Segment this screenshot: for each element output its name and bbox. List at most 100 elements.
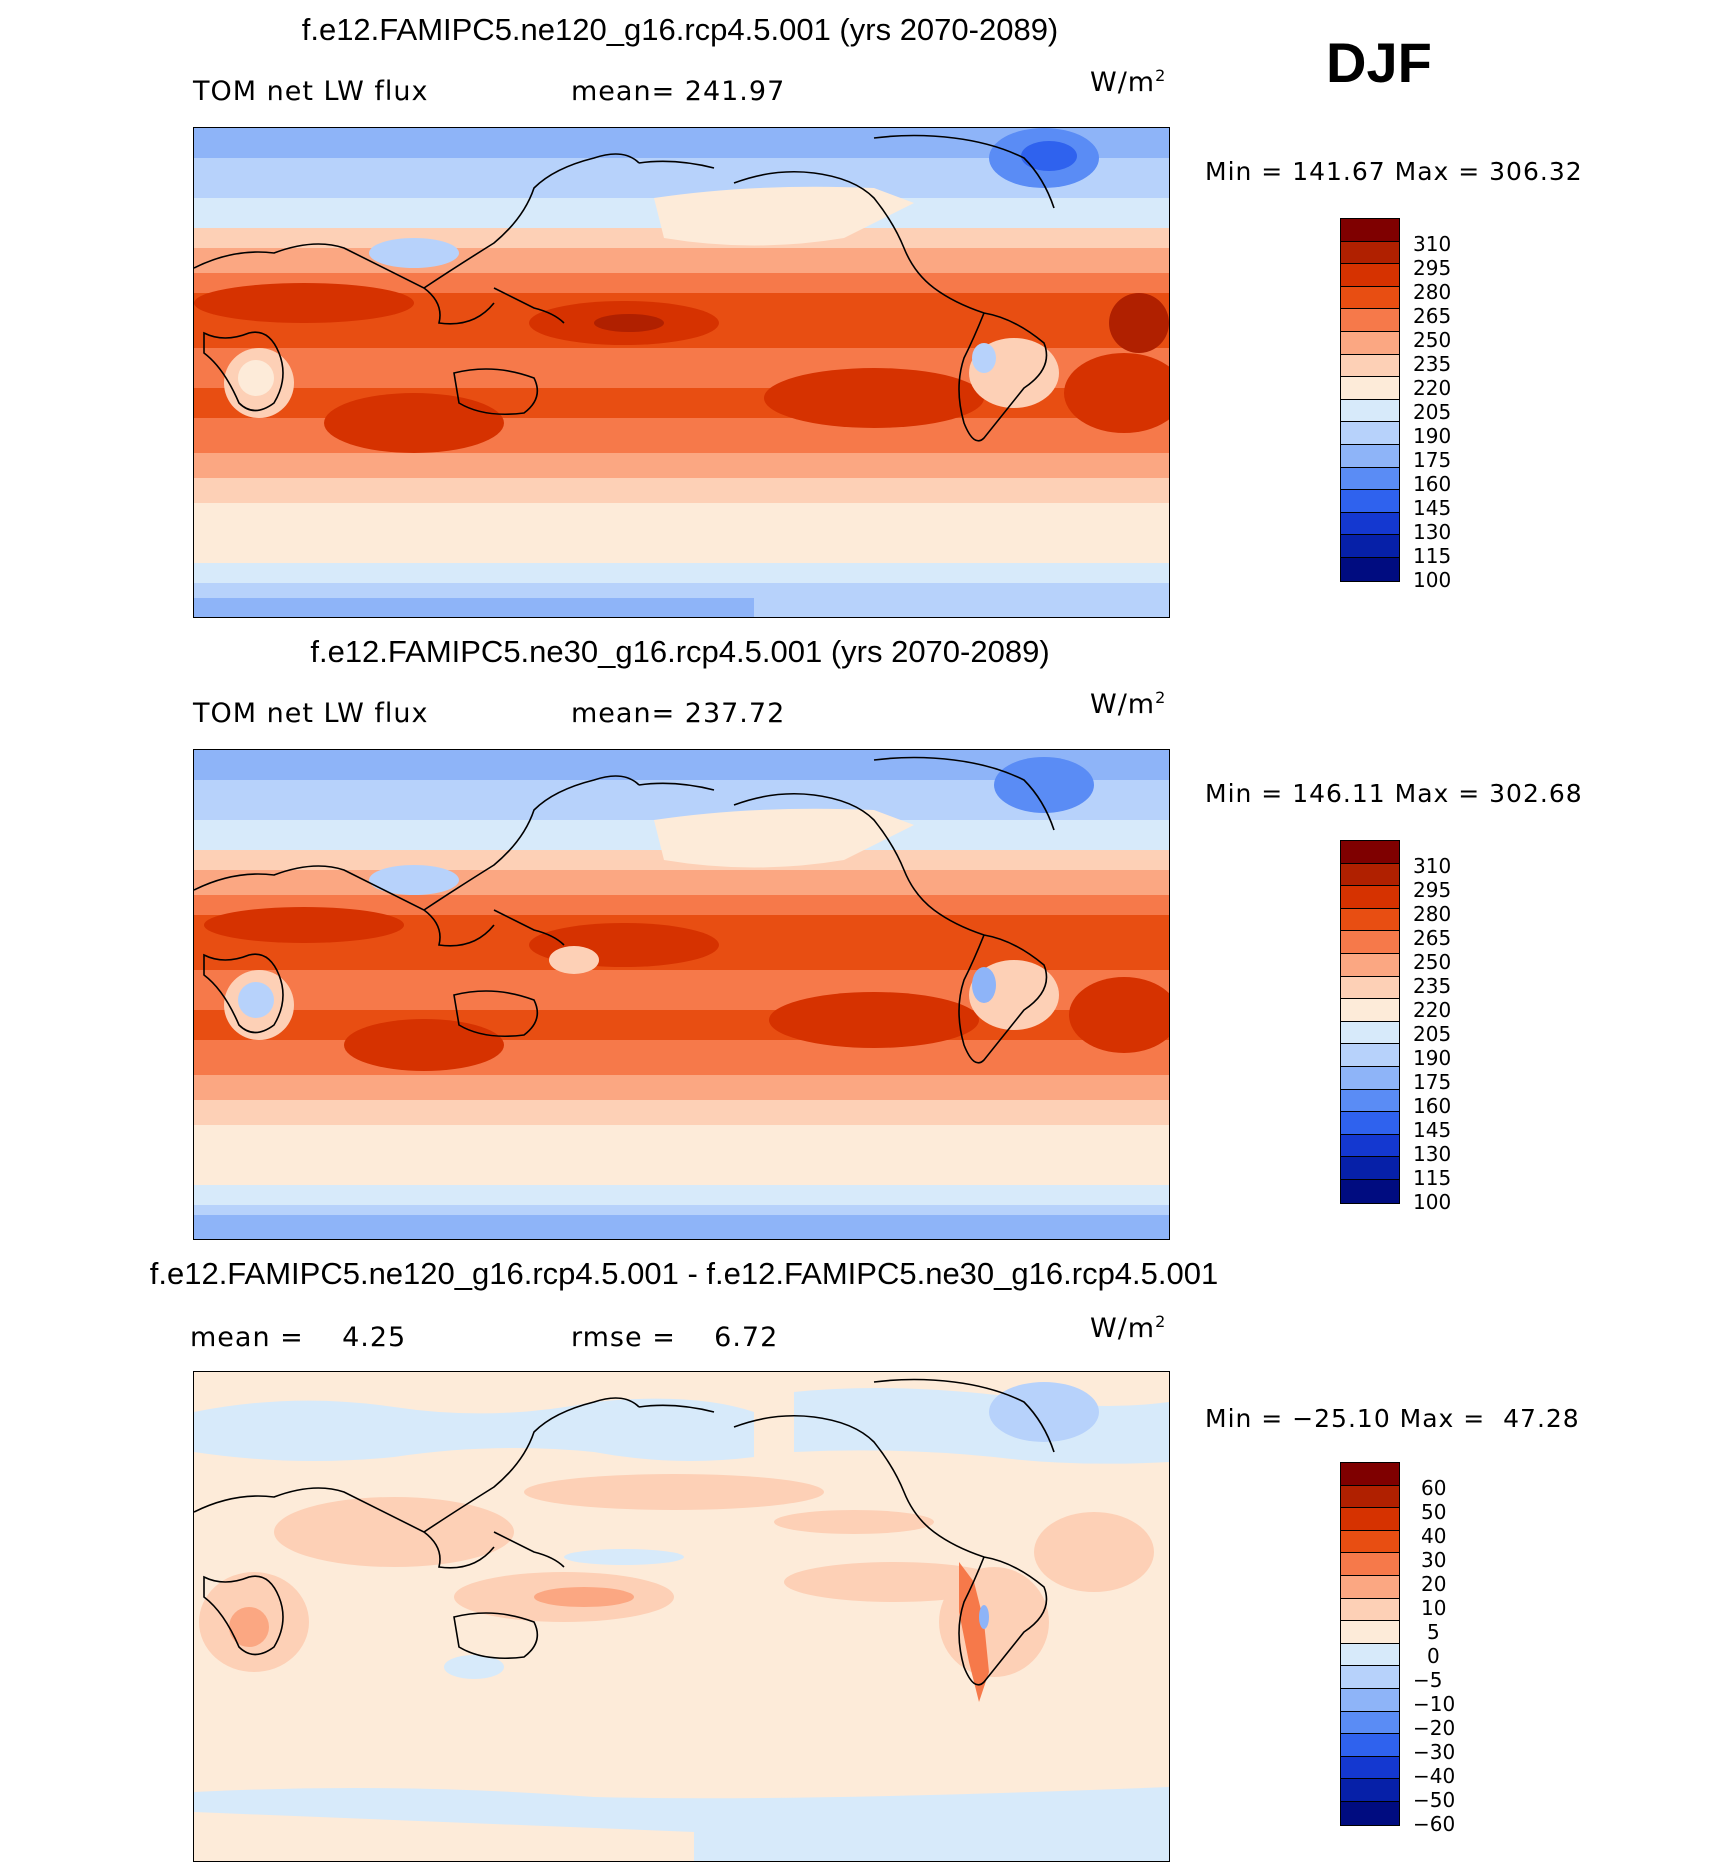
colorbar-box bbox=[1341, 841, 1399, 864]
colorbar-tick: 145 bbox=[1413, 496, 1451, 520]
colorbar-box bbox=[1341, 1734, 1399, 1757]
panel-2-units-label: W/m2 bbox=[1090, 688, 1166, 720]
colorbar-tick: 10 bbox=[1421, 1596, 1446, 1620]
colorbar-box bbox=[1341, 1112, 1399, 1135]
colorbar-tick: 30 bbox=[1421, 1548, 1446, 1572]
colorbar-tick: 250 bbox=[1413, 950, 1451, 974]
panel-1-minmax: Min = 141.67 Max = 306.32 bbox=[1205, 157, 1583, 186]
panel-1-map bbox=[193, 127, 1170, 618]
colorbar-tick: 20 bbox=[1421, 1572, 1446, 1596]
colorbar-tick: 295 bbox=[1413, 256, 1451, 280]
panel-3-colorbar bbox=[1340, 1462, 1400, 1826]
panel-3-units-label: W/m2 bbox=[1090, 1312, 1166, 1344]
colorbar-box bbox=[1341, 1463, 1399, 1486]
colorbar-box bbox=[1341, 1180, 1399, 1203]
colorbar-box bbox=[1341, 954, 1399, 977]
colorbar-box bbox=[1341, 1090, 1399, 1113]
colorbar-tick: 175 bbox=[1413, 448, 1451, 472]
panel-1-colorbar bbox=[1340, 218, 1400, 582]
colorbar-tick: 50 bbox=[1421, 1500, 1446, 1524]
colorbar-box bbox=[1341, 1621, 1399, 1644]
panel-2-minmax: Min = 146.11 Max = 302.68 bbox=[1205, 779, 1583, 808]
colorbar-tick: −5 bbox=[1413, 1668, 1442, 1692]
colorbar-box bbox=[1341, 264, 1399, 287]
colorbar-box bbox=[1341, 999, 1399, 1022]
colorbar-box bbox=[1341, 309, 1399, 332]
panel-1-title: f.e12.FAMIPC5.ne120_g16.rcp4.5.001 (yrs … bbox=[302, 12, 1059, 48]
colorbar-box bbox=[1341, 513, 1399, 536]
colorbar-box bbox=[1341, 1599, 1399, 1622]
colorbar-tick: 160 bbox=[1413, 1094, 1451, 1118]
colorbar-tick: −10 bbox=[1413, 1692, 1455, 1716]
colorbar-box bbox=[1341, 558, 1399, 581]
colorbar-box bbox=[1341, 1135, 1399, 1158]
colorbar-tick: −40 bbox=[1413, 1764, 1455, 1788]
colorbar-tick: −60 bbox=[1413, 1812, 1455, 1836]
colorbar-tick: 250 bbox=[1413, 328, 1451, 352]
panel-2-mean-label: mean= 237.72 bbox=[571, 698, 785, 729]
colorbar-tick: −30 bbox=[1413, 1740, 1455, 1764]
colorbar-tick: −50 bbox=[1413, 1788, 1455, 1812]
colorbar-tick: 190 bbox=[1413, 424, 1451, 448]
colorbar-tick: −20 bbox=[1413, 1716, 1455, 1740]
colorbar-box bbox=[1341, 468, 1399, 491]
colorbar-tick: 235 bbox=[1413, 352, 1451, 376]
colorbar-box bbox=[1341, 1067, 1399, 1090]
colorbar-tick: 265 bbox=[1413, 926, 1451, 950]
colorbar-box bbox=[1341, 909, 1399, 932]
colorbar-box bbox=[1341, 1802, 1399, 1825]
colorbar-box bbox=[1341, 1779, 1399, 1802]
colorbar-tick: 5 bbox=[1427, 1620, 1440, 1644]
colorbar-box bbox=[1341, 1757, 1399, 1780]
colorbar-box bbox=[1341, 977, 1399, 1000]
colorbar-box bbox=[1341, 1576, 1399, 1599]
panel-2-title: f.e12.FAMIPC5.ne30_g16.rcp4.5.001 (yrs 2… bbox=[310, 634, 1049, 670]
colorbar-tick: 310 bbox=[1413, 854, 1451, 878]
colorbar-box bbox=[1341, 445, 1399, 468]
panel-3-rmse-label: rmse = 6.72 bbox=[571, 1322, 778, 1353]
colorbar-box bbox=[1341, 332, 1399, 355]
colorbar-tick: 310 bbox=[1413, 232, 1451, 256]
colorbar-tick: 220 bbox=[1413, 998, 1451, 1022]
panel-1-variable-label: TOM net LW flux bbox=[193, 76, 428, 107]
colorbar-tick: 280 bbox=[1413, 902, 1451, 926]
colorbar-box bbox=[1341, 355, 1399, 378]
colorbar-box bbox=[1341, 864, 1399, 887]
colorbar-tick: 295 bbox=[1413, 878, 1451, 902]
colorbar-box bbox=[1341, 422, 1399, 445]
colorbar-tick: 130 bbox=[1413, 1142, 1451, 1166]
colorbar-tick: 190 bbox=[1413, 1046, 1451, 1070]
colorbar-box bbox=[1341, 377, 1399, 400]
colorbar-tick: 115 bbox=[1413, 544, 1451, 568]
colorbar-tick: 100 bbox=[1413, 1190, 1451, 1214]
colorbar-tick: 220 bbox=[1413, 376, 1451, 400]
colorbar-box bbox=[1341, 1044, 1399, 1067]
colorbar-tick: 60 bbox=[1421, 1476, 1446, 1500]
colorbar-box bbox=[1341, 1022, 1399, 1045]
colorbar-tick: 205 bbox=[1413, 1022, 1451, 1046]
colorbar-box bbox=[1341, 1531, 1399, 1554]
panel-3-title: f.e12.FAMIPC5.ne120_g16.rcp4.5.001 - f.e… bbox=[150, 1256, 1219, 1292]
panel-1-units-label: W/m2 bbox=[1090, 66, 1166, 98]
panel-2-variable-label: TOM net LW flux bbox=[193, 698, 428, 729]
panel-3-mean-label: mean = 4.25 bbox=[190, 1322, 406, 1353]
colorbar-box bbox=[1341, 219, 1399, 242]
panel-2-map bbox=[193, 749, 1170, 1240]
colorbar-box bbox=[1341, 886, 1399, 909]
panel-3-map bbox=[193, 1371, 1170, 1862]
colorbar-tick: 280 bbox=[1413, 280, 1451, 304]
colorbar-tick: 265 bbox=[1413, 304, 1451, 328]
colorbar-tick: 235 bbox=[1413, 974, 1451, 998]
colorbar-tick: 100 bbox=[1413, 568, 1451, 592]
colorbar-box bbox=[1341, 931, 1399, 954]
colorbar-tick: 40 bbox=[1421, 1524, 1446, 1548]
colorbar-box bbox=[1341, 490, 1399, 513]
colorbar-tick: 175 bbox=[1413, 1070, 1451, 1094]
colorbar-box bbox=[1341, 1553, 1399, 1576]
colorbar-box bbox=[1341, 400, 1399, 423]
colorbar-box bbox=[1341, 1689, 1399, 1712]
panel-2-colorbar bbox=[1340, 840, 1400, 1204]
colorbar-tick: 145 bbox=[1413, 1118, 1451, 1142]
colorbar-box bbox=[1341, 1666, 1399, 1689]
colorbar-tick: 0 bbox=[1427, 1644, 1440, 1668]
